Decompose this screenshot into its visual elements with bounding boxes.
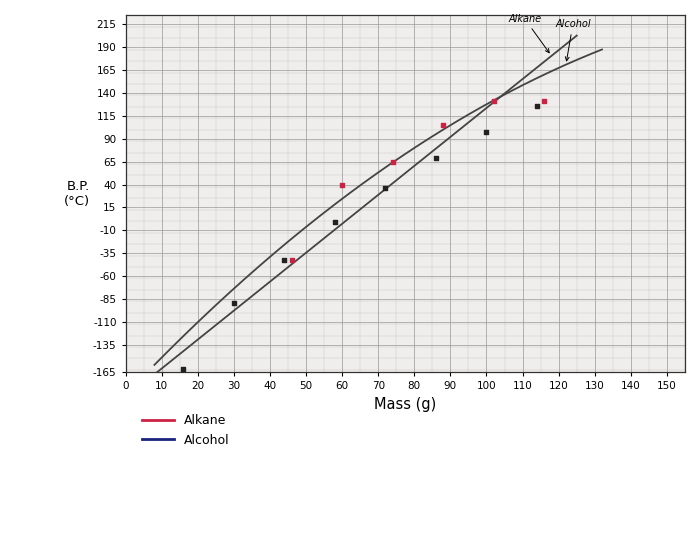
Point: [337, 180, 348, 189]
X-axis label: Mass (g): Mass (g): [374, 397, 436, 412]
Point: [329, 218, 340, 227]
Point: [387, 157, 398, 166]
Point: [430, 153, 442, 162]
Point: [286, 255, 297, 264]
Point: [380, 184, 391, 193]
Legend: Alkane, Alcohol: Alkane, Alcohol: [137, 409, 235, 451]
Point: [228, 298, 239, 307]
Point: [538, 97, 550, 106]
Point: [178, 364, 189, 373]
Text: Alkane: Alkane: [508, 14, 550, 53]
Text: Alcohol: Alcohol: [555, 19, 591, 61]
Point: [279, 255, 290, 264]
Point: [531, 101, 542, 110]
Point: [438, 121, 449, 130]
Y-axis label: B.P.
(°C): B.P. (°C): [64, 180, 90, 208]
Point: [481, 127, 492, 136]
Point: [488, 97, 499, 106]
